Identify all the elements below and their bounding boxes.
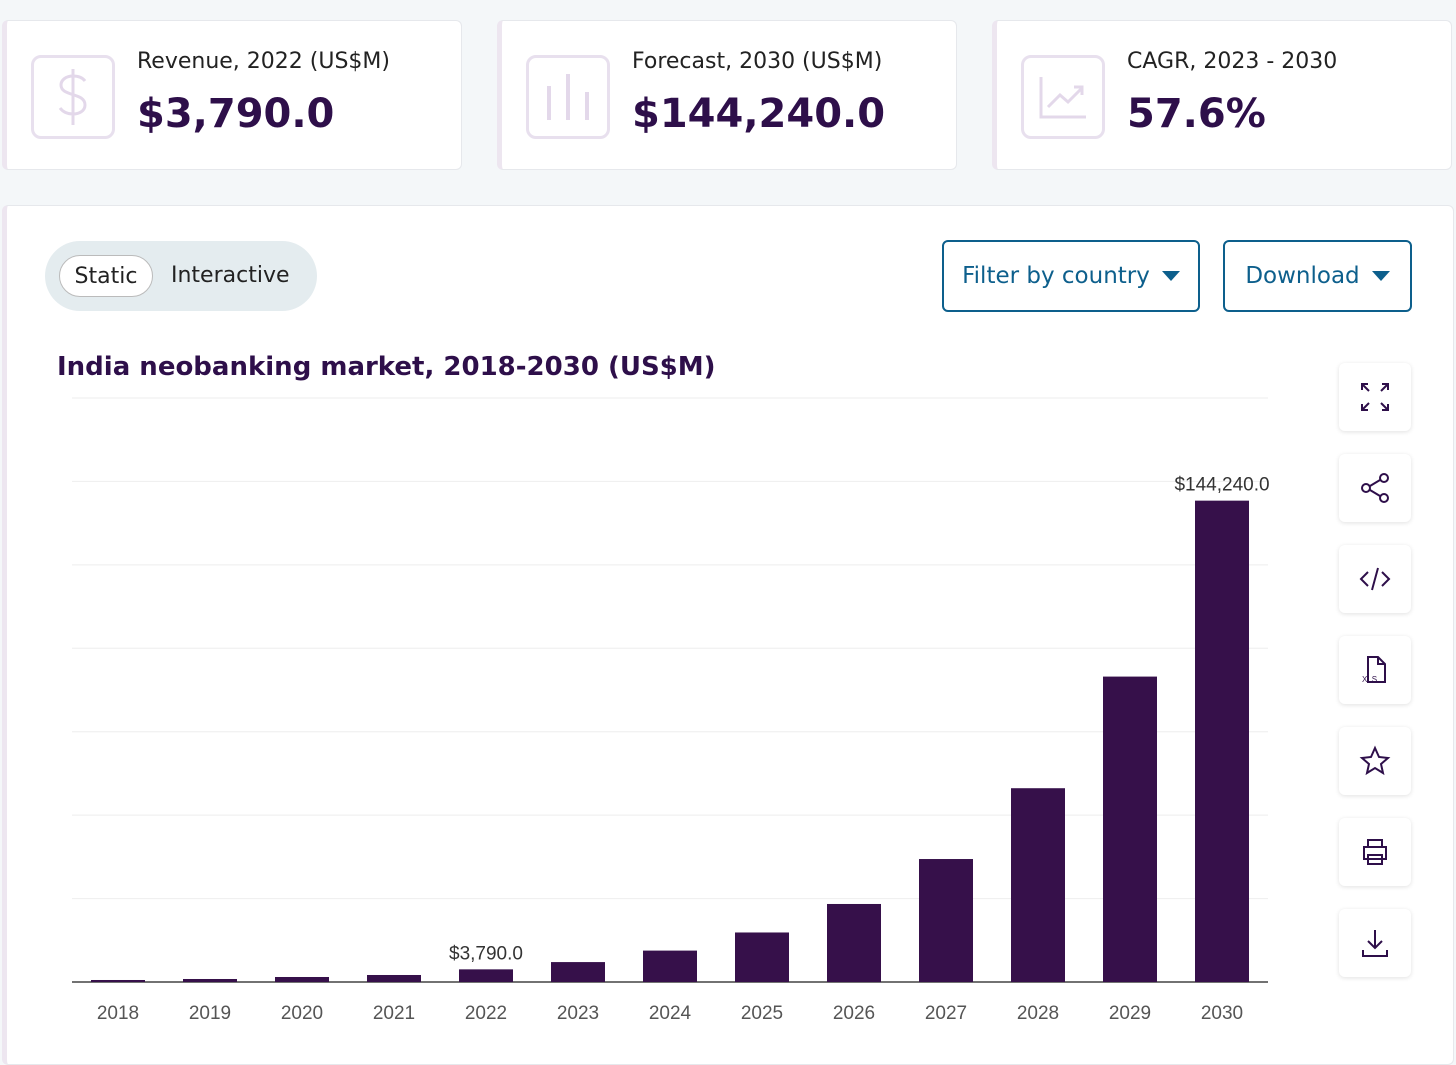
x-tick-label: 2018 (97, 1003, 139, 1024)
toggle-interactive[interactable]: Interactive (171, 263, 290, 288)
dollar-icon (31, 55, 115, 139)
expand-icon (1361, 383, 1389, 411)
x-tick-label: 2021 (373, 1003, 415, 1024)
xls-file-button[interactable]: XLS (1339, 636, 1411, 704)
x-tick-label: 2028 (1017, 1003, 1059, 1024)
bar-2021 (367, 974, 421, 982)
bar-2029 (1103, 676, 1157, 982)
filter-by-country-button[interactable]: Filter by country (942, 240, 1200, 312)
bar-2027 (919, 859, 973, 982)
bar-2024 (643, 950, 697, 982)
x-tick-label: 2020 (281, 1003, 323, 1024)
bar-2025 (735, 932, 789, 982)
x-tick-label: 2029 (1109, 1003, 1151, 1024)
data-label: $144,240.0 (1174, 475, 1269, 496)
caret-down-icon (1161, 271, 1180, 281)
print-button[interactable] (1339, 818, 1411, 886)
kpi-value: 57.6% (1127, 91, 1266, 137)
filter-label: Filter by country (962, 263, 1150, 289)
star-button[interactable] (1339, 727, 1411, 795)
bar-2018 (91, 979, 145, 982)
expand-button[interactable] (1339, 363, 1411, 431)
x-tick-label: 2025 (741, 1003, 783, 1024)
kpi-value: $144,240.0 (632, 91, 886, 137)
download-button[interactable]: Download (1223, 240, 1412, 312)
view-toggle: Static Interactive (45, 241, 317, 311)
kpi-label: Revenue, 2022 (US$M) (137, 49, 390, 74)
bar-chart-icon (526, 55, 610, 139)
kpi-card: Revenue, 2022 (US$M) $3,790.0 (2, 20, 462, 170)
kpi-value: $3,790.0 (137, 91, 335, 137)
bar-2028 (1011, 788, 1065, 982)
x-tick-label: 2030 (1201, 1003, 1243, 1024)
embed-code-button[interactable] (1339, 545, 1411, 613)
trend-chart-icon (1021, 55, 1105, 139)
embed-code-icon (1359, 567, 1391, 591)
bar-2020 (275, 976, 329, 982)
data-label: $3,790.0 (449, 943, 523, 964)
bar-2026 (827, 903, 881, 982)
star-icon (1359, 745, 1391, 776)
x-tick-label: 2023 (557, 1003, 599, 1024)
caret-down-icon (1371, 271, 1390, 281)
x-tick-label: 2026 (833, 1003, 875, 1024)
download-label: Download (1245, 263, 1360, 289)
bar-2022 (459, 969, 513, 982)
kpi-card: CAGR, 2023 - 2030 57.6% (992, 20, 1452, 170)
download-icon (1362, 930, 1388, 957)
bar-2030 (1195, 500, 1249, 982)
kpi-label: CAGR, 2023 - 2030 (1127, 49, 1338, 74)
bar-chart: 2018 2019 2020 2021 2022 $3,790.0 2023 2024 2025… (72, 397, 1270, 1024)
chart-title: India neobanking market, 2018-2030 (US$M… (57, 352, 716, 382)
svg-text:XLS: XLS (1362, 675, 1377, 684)
kpi-card: Forecast, 2030 (US$M) $144,240.0 (497, 20, 957, 170)
share-button[interactable] (1339, 454, 1411, 522)
kpi-label: Forecast, 2030 (US$M) (632, 49, 883, 74)
xls-file-icon: XLS (1362, 656, 1386, 684)
toggle-static[interactable]: Static (59, 255, 153, 297)
bar-2019 (183, 978, 237, 982)
x-tick-label: 2024 (649, 1003, 692, 1024)
share-icon (1361, 473, 1389, 503)
download-button[interactable] (1339, 909, 1411, 977)
x-tick-label: 2027 (925, 1003, 967, 1024)
x-tick-label: 2022 (465, 1003, 507, 1024)
x-tick-label: 2019 (189, 1003, 231, 1024)
print-icon (1363, 839, 1387, 865)
bar-2023 (551, 962, 605, 982)
